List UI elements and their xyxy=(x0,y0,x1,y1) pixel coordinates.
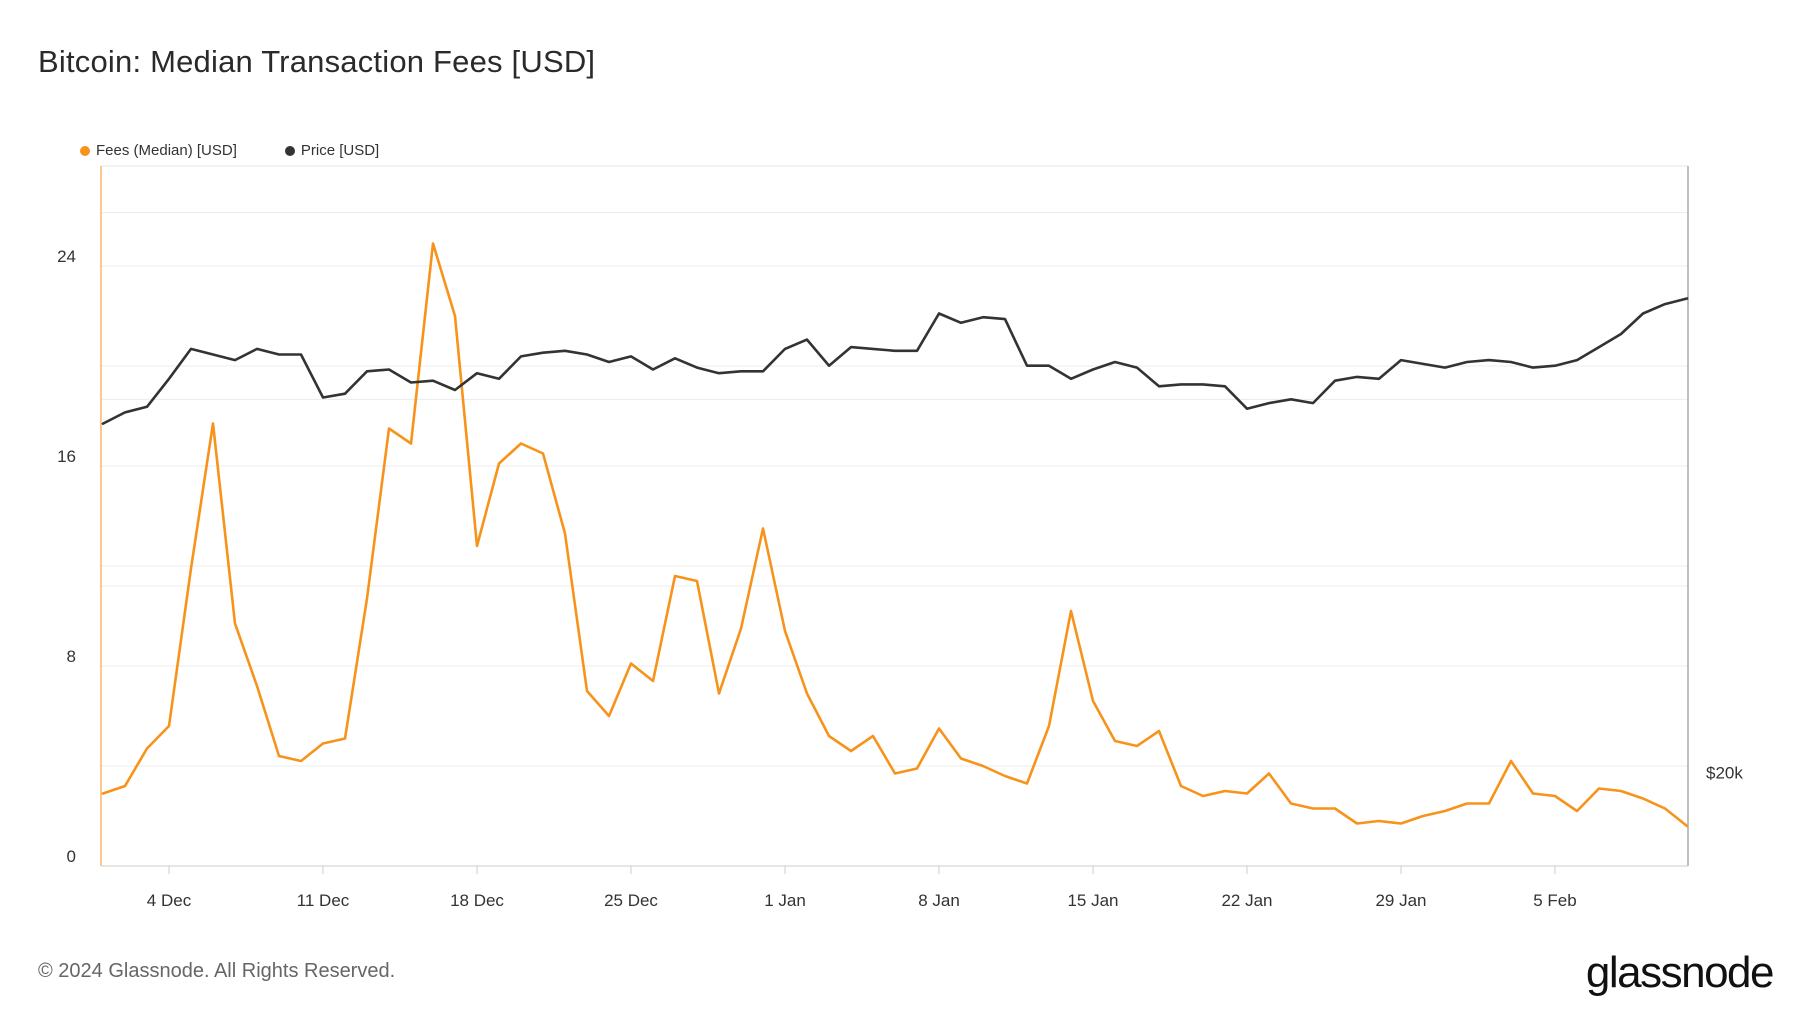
chart-legend: Fees (Median) [USD] Price [USD] xyxy=(80,142,379,159)
legend-dot-price-icon xyxy=(284,145,295,156)
x-tick-label: 29 Jan xyxy=(1375,891,1426,910)
x-tick-label: 18 Dec xyxy=(450,891,504,910)
chart-axes xyxy=(100,165,1689,874)
y-right-tick-label: $20k xyxy=(1706,764,1743,783)
y-left-tick-label: 24 xyxy=(57,247,76,266)
glassnode-logo: glassnode xyxy=(1585,948,1775,997)
legend-item-fees[interactable]: Fees (Median) [USD] xyxy=(80,142,237,159)
x-tick-label: 11 Dec xyxy=(297,891,350,910)
y-left-tick-label: 8 xyxy=(67,647,76,666)
fees-median-series-line xyxy=(101,242,1689,828)
x-tick-label: 5 Feb xyxy=(1533,891,1576,910)
series-lines xyxy=(101,242,1689,828)
chart-title: Bitcoin: Median Transaction Fees [USD] xyxy=(38,44,596,79)
legend-dot-fees-icon xyxy=(80,145,90,156)
legend-item-price[interactable]: Price [USD] xyxy=(284,142,380,159)
copyright-footer: © 2024 Glassnode. All Rights Reserved. xyxy=(38,960,396,982)
grid-lines xyxy=(101,165,1688,767)
legend-label-fees: Fees (Median) [USD] xyxy=(96,142,237,159)
tick-labels: 0 8 16 24 $20k 4 Dec 11 Dec 18 Dec 25 Dec 1 Jan 8 … xyxy=(57,247,1743,910)
y-left-tick-label: 0 xyxy=(67,847,76,866)
x-tick-label: 4 Dec xyxy=(147,891,192,910)
x-tick-label: 8 Jan xyxy=(918,891,960,910)
x-tick-label: 15 Jan xyxy=(1067,891,1118,910)
legend-label-price: Price [USD] xyxy=(300,142,380,159)
x-tick-label: 22 Jan xyxy=(1221,891,1272,910)
price-series-line xyxy=(101,297,1689,425)
y-left-tick-label: 16 xyxy=(57,447,76,466)
x-tick-label: 25 Dec xyxy=(604,891,658,910)
x-tick-label: 1 Jan xyxy=(764,891,806,910)
